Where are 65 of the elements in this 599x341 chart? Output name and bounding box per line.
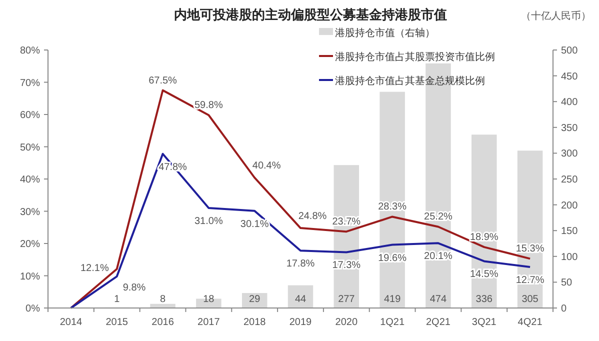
y2-tick-label: 450 — [561, 71, 578, 82]
chart-title: 内地可投港股的主动偏股型公募基金持港股市值 — [174, 7, 447, 22]
data-label: 305 — [522, 294, 539, 305]
data-label: 8 — [160, 294, 166, 305]
data-label: 14.5% — [470, 269, 498, 280]
data-label: 23.7% — [332, 216, 361, 228]
y2-tick-label: 150 — [561, 226, 578, 238]
x-tick-label: 4Q21 — [518, 317, 543, 328]
x-tick-label: 1Q21 — [380, 317, 405, 328]
y2-tick-label: 400 — [561, 97, 578, 108]
data-label: 277 — [338, 294, 356, 305]
y-tick-label: 70% — [20, 78, 40, 89]
data-label: 28.3% — [378, 202, 407, 213]
data-label: 40.4% — [252, 160, 281, 172]
y2-tick-label: 250 — [561, 174, 578, 186]
y2-tick-label: 100 — [561, 252, 578, 263]
y2-tick-label: 200 — [561, 200, 578, 212]
y2-tick-label: 350 — [561, 122, 578, 134]
y2-tick-label: 500 — [561, 46, 578, 56]
data-label: 19.6% — [378, 252, 407, 264]
y2-tick-label: 50 — [561, 278, 573, 289]
legend-label: 港股持仓市值（右轴） — [335, 27, 435, 39]
data-label: 25.2% — [424, 212, 453, 223]
data-label: 15.3% — [516, 244, 544, 255]
x-tick-label: 2018 — [243, 317, 266, 328]
data-label: 30.1% — [240, 218, 269, 230]
data-label: 29 — [249, 294, 261, 305]
y-tick-label: 30% — [20, 206, 40, 218]
data-label: 18 — [203, 294, 215, 305]
y-tick-label: 0% — [26, 304, 40, 314]
data-label: 17.3% — [332, 260, 361, 272]
data-label: 12.1% — [80, 262, 109, 274]
x-tick-label: 2017 — [198, 317, 220, 328]
y2-tick-label: 0 — [561, 304, 567, 314]
data-label: 1 — [114, 294, 120, 305]
x-tick-label: 2016 — [152, 317, 174, 328]
text: （十亿人民币） — [521, 10, 591, 22]
data-label: 59.8% — [194, 100, 223, 112]
y-tick-label: 80% — [20, 46, 40, 56]
data-label: 419 — [384, 294, 402, 305]
y-tick-label: 60% — [20, 110, 40, 121]
y-tick-label: 20% — [20, 239, 40, 250]
data-label: 31.0% — [194, 216, 223, 228]
x-tick-label: 2Q21 — [426, 317, 451, 328]
x-tick-label: 2014 — [60, 317, 83, 328]
data-label: 67.5% — [148, 75, 178, 86]
legend-label: 港股持仓市值占其基金总规模比例 — [335, 75, 485, 87]
data-label: 17.8% — [286, 258, 315, 270]
x-tick-label: 2020 — [335, 317, 358, 328]
y-tick-label: 40% — [20, 174, 40, 186]
x-tick-label: 2019 — [289, 317, 312, 328]
y-tick-label: 10% — [20, 271, 40, 282]
legend-label: 港股持仓市值占其股票投资市值比例 — [335, 51, 495, 63]
data-label: 20.1% — [424, 251, 453, 262]
y-tick-label: 50% — [20, 142, 40, 154]
data-label: 12.7% — [516, 275, 544, 286]
data-label: 44 — [294, 294, 306, 305]
data-label: 18.9% — [470, 232, 498, 244]
data-label: 9.8% — [122, 282, 146, 294]
data-label: 24.8% — [298, 211, 327, 222]
data-label: 474 — [430, 294, 448, 305]
data-label: 336 — [476, 294, 493, 305]
x-tick-label: 3Q21 — [472, 317, 497, 328]
y2-tick-label: 300 — [561, 148, 578, 160]
x-tick-label: 2015 — [106, 317, 128, 328]
